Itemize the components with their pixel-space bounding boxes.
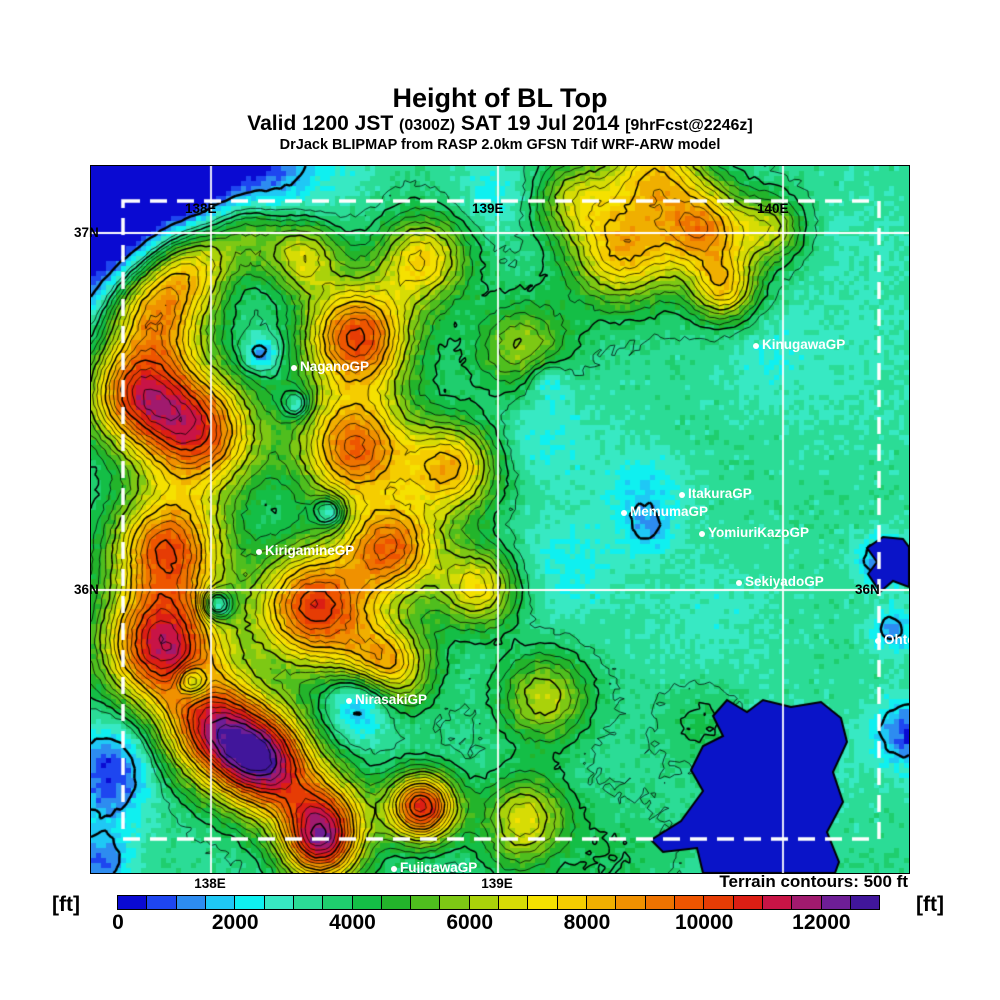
terrain-contour-note: Terrain contours: 500 ft <box>719 872 908 891</box>
colorbar-tick-label: 10000 <box>674 911 734 934</box>
colorbar-segment <box>498 895 529 910</box>
colorbar-segment <box>703 895 734 910</box>
colorbar-segment <box>468 895 500 910</box>
bl-height-map-canvas <box>91 166 909 873</box>
colorbar-segment <box>527 895 558 910</box>
colorbar <box>117 895 881 910</box>
colorbar-segment <box>380 895 412 910</box>
title-block: Height of BL Top Valid 1200 JST (0300Z) … <box>0 84 1000 153</box>
colorbar-tick-label: 0 <box>112 911 124 934</box>
colorbar-segment <box>820 895 851 910</box>
colorbar-segment <box>556 895 587 910</box>
site-name: NirasakiGP <box>355 692 428 707</box>
colorbar-segment <box>849 895 881 910</box>
colorbar-tick-label: 12000 <box>792 911 851 934</box>
colorbar-segment <box>175 895 206 910</box>
colorbar-segment <box>146 895 177 910</box>
valid-time-main: Valid 1200 JST <box>247 112 400 135</box>
colorbar-segment <box>586 895 617 910</box>
colorbar-segment <box>439 895 470 910</box>
site-marker-dot <box>291 365 297 371</box>
valid-time-line: Valid 1200 JST (0300Z) SAT 19 Jul 2014 [… <box>0 113 1000 137</box>
lon-label-bottom: 138E <box>194 876 226 891</box>
lat-label: 36N <box>74 582 99 597</box>
site-name: YomiuriKazoGP <box>708 525 810 540</box>
colorbar-segment <box>322 895 353 910</box>
colorbar-unit-right: [ft] <box>916 893 944 916</box>
lon-label-top: 138E <box>185 201 217 216</box>
page-title: Height of BL Top <box>392 83 608 113</box>
site-name: KinugawaGP <box>762 337 846 352</box>
site-marker-dot <box>753 343 759 349</box>
colorbar-tick-label: 8000 <box>563 911 611 934</box>
lat-label: 36N <box>855 582 880 597</box>
map-area: 138E 139E 140E NaganoGP KinugawaGP ItakuraGP M… <box>90 165 910 874</box>
site-name: SekiyadoGP <box>745 574 824 589</box>
site-name: ItakuraGP <box>688 486 752 501</box>
colorbar-tick-label: 4000 <box>329 911 376 934</box>
lon-label-top: 140E <box>757 201 789 216</box>
lon-label-top: 139E <box>472 201 504 216</box>
colorbar-segment <box>644 895 675 910</box>
lat-label: 37N <box>74 225 99 240</box>
colorbar-segment <box>263 895 294 910</box>
colorbar-segment <box>615 895 646 910</box>
site-marker-dot <box>679 492 685 498</box>
colorbar-tick-label: 2000 <box>211 911 259 934</box>
colorbar-segment <box>292 895 324 910</box>
forecast-run-info: [9hrFcst@2246z] <box>625 117 753 134</box>
site-name: MemumaGP <box>630 504 709 519</box>
site-marker-dot <box>391 866 397 872</box>
site-marker-dot <box>256 549 262 555</box>
model-info-line: DrJack BLIPMAP from RASP 2.0km GFSN Tdif… <box>279 137 721 153</box>
lon-label-bottom: 139E <box>481 876 513 891</box>
colorbar-segment <box>204 895 236 910</box>
colorbar-segment <box>791 895 822 910</box>
colorbar-unit-left: [ft] <box>52 893 80 916</box>
site-name: OhtoneGP <box>884 632 909 647</box>
valid-time-utc: (0300Z) <box>399 117 456 134</box>
site-marker-dot <box>346 698 352 704</box>
site-marker-dot <box>875 638 881 644</box>
site-name: NaganoGP <box>300 359 370 374</box>
colorbar-segment <box>351 895 382 910</box>
colorbar-segment <box>117 895 148 910</box>
site-marker-dot <box>621 510 627 516</box>
site-marker-dot <box>736 580 742 586</box>
colorbar-segment <box>410 895 441 910</box>
colorbar-segment <box>732 895 763 910</box>
site-marker-dot <box>699 531 705 537</box>
site-name: KirigamineGP <box>265 543 355 558</box>
colorbar-tick-label: 6000 <box>446 911 494 934</box>
valid-date: SAT 19 Jul 2014 <box>455 112 626 135</box>
colorbar-segment <box>673 895 705 910</box>
colorbar-segment <box>761 895 793 910</box>
colorbar-segment <box>234 895 265 910</box>
site-name: FujigawaGP <box>400 860 478 874</box>
